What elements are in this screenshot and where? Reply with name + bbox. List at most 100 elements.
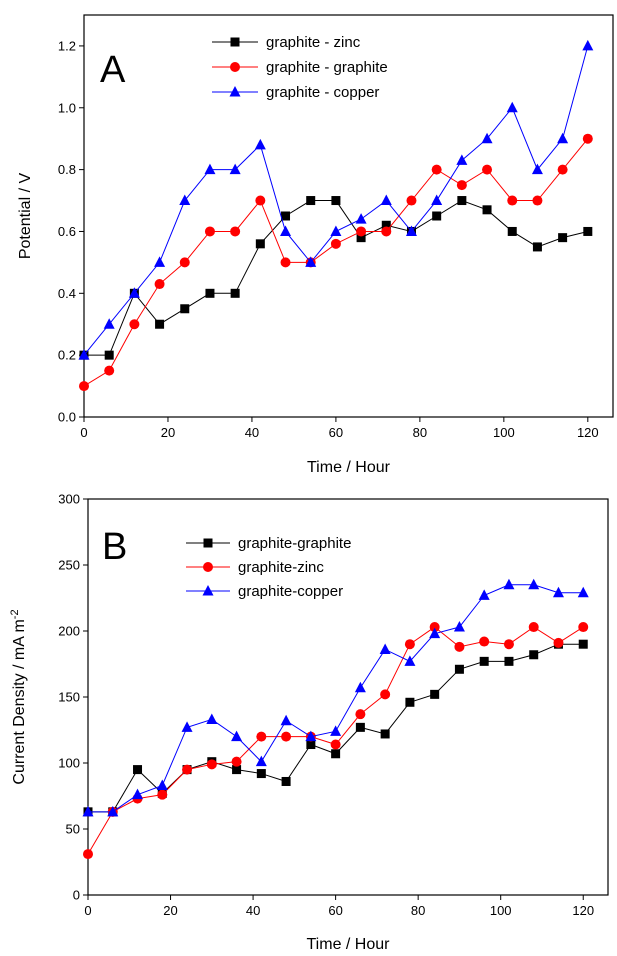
data-point-s1: [256, 731, 267, 742]
data-point-s0: [256, 769, 266, 779]
data-point-s2: [280, 225, 292, 236]
legend-marker: [202, 585, 214, 596]
chart-panel-a: 0 20 40 60 80 100 120 0.0 0.2 0.4 0.6 0.8 1.0 1.2 Time…: [17, 14, 614, 476]
data-point-s2: [557, 132, 569, 144]
x-tick-label: 100: [490, 903, 512, 918]
data-point-s2: [404, 655, 416, 666]
data-point-s2: [531, 163, 543, 175]
data-point-s2: [179, 194, 191, 206]
data-point-s1: [553, 637, 564, 648]
data-point-s1: [582, 133, 593, 144]
data-point-s2: [355, 213, 367, 224]
y-tick-label: 0.6: [58, 224, 76, 239]
data-point-s0: [180, 304, 190, 314]
data-point-s2: [456, 154, 468, 165]
data-point-s0: [479, 656, 489, 666]
y-tick-label: 0.2: [58, 348, 76, 363]
data-point-s1: [154, 279, 165, 290]
y-tick-label: 0.8: [58, 162, 76, 177]
data-point-s1: [381, 226, 392, 237]
data-point-s2: [78, 349, 90, 360]
y-tick-label: 1.2: [58, 38, 76, 53]
data-point-s0: [133, 765, 143, 775]
data-point-s1: [330, 238, 341, 249]
data-point-s2: [255, 755, 267, 767]
data-point-s1: [231, 756, 242, 767]
data-point-s1: [79, 381, 89, 392]
data-point-s1: [330, 739, 341, 750]
data-point-s0: [405, 697, 415, 707]
data-point-s1: [356, 226, 367, 237]
data-point-s2: [577, 586, 589, 598]
plot-frame: [87, 498, 609, 896]
x-axis-title: Time / Hour: [307, 936, 391, 953]
data-point-s0: [380, 729, 390, 739]
data-point-s2: [506, 101, 518, 113]
x-axis-title: Time / Hour: [307, 459, 391, 476]
data-point-s2: [380, 194, 392, 206]
data-point-s2: [280, 714, 292, 726]
data-point-s0: [155, 319, 165, 329]
x-tick-label: 20: [163, 903, 177, 918]
data-point-s2: [128, 287, 140, 298]
data-point-s2: [82, 805, 94, 817]
data-point-s2: [478, 589, 490, 600]
legend-marker: [230, 37, 240, 47]
data-point-s2: [107, 805, 119, 817]
data-point-s2: [305, 730, 317, 742]
data-point-s1: [280, 257, 291, 268]
series-line-0: [84, 199, 588, 356]
data-point-s1: [507, 195, 518, 206]
data-point-s1: [429, 622, 440, 633]
data-point-s2: [330, 725, 342, 736]
data-point-s1: [532, 195, 543, 206]
data-point-s1: [557, 164, 568, 175]
data-point-s1: [230, 226, 241, 237]
y-tick-label: 50: [66, 822, 80, 837]
y-tick-label: 150: [58, 690, 80, 705]
data-point-s2: [229, 163, 241, 175]
y-tick-label: 1.0: [58, 100, 76, 115]
data-point-s1: [528, 622, 539, 633]
legend-label: graphite - copper: [266, 84, 379, 101]
data-point-s2: [354, 681, 366, 693]
y-tick-label: 0.0: [58, 410, 76, 425]
data-point-s1: [255, 195, 266, 206]
data-point-s1: [83, 849, 93, 860]
series-line-2: [88, 584, 584, 813]
data-point-s0: [281, 776, 291, 786]
data-point-s2: [156, 779, 168, 790]
chart-panel-b: 0 20 40 60 80 100 120 0 50 100 150 200 250 300 Time / …: [9, 492, 609, 953]
data-point-s0: [558, 233, 568, 243]
data-point-s2: [204, 163, 216, 175]
legend-label: graphite-graphite: [238, 535, 351, 552]
data-point-s1: [182, 764, 193, 775]
data-point-s1: [482, 164, 493, 175]
data-point-s0: [430, 689, 440, 699]
data-point-s0: [232, 765, 242, 775]
data-point-s0: [578, 639, 588, 649]
y-tick-label: 200: [58, 624, 80, 639]
x-tick-label: 60: [328, 903, 342, 918]
panel-letter: A: [100, 49, 126, 91]
y-tick-label: 100: [58, 756, 80, 771]
data-point-s1: [206, 759, 217, 770]
legend-label: graphite-copper: [238, 583, 343, 600]
data-point-s1: [355, 709, 366, 720]
data-point-s2: [305, 256, 317, 267]
data-point-s2: [103, 318, 115, 329]
data-point-s0: [255, 239, 265, 249]
data-point-s0: [104, 350, 114, 360]
data-point-s1: [578, 622, 589, 633]
y-tick-label: 300: [58, 492, 80, 507]
x-tick-label: 100: [493, 425, 515, 440]
data-point-s0: [281, 211, 291, 221]
data-point-s0: [432, 211, 442, 221]
data-point-s1: [157, 789, 168, 800]
y-axis-title-text: Current Density / mA m: [11, 619, 28, 784]
y-axis-title: Current Density / mA m-2: [9, 609, 28, 784]
data-point-s0: [457, 196, 467, 206]
data-point-s2: [429, 627, 441, 639]
data-point-s0: [230, 288, 240, 298]
